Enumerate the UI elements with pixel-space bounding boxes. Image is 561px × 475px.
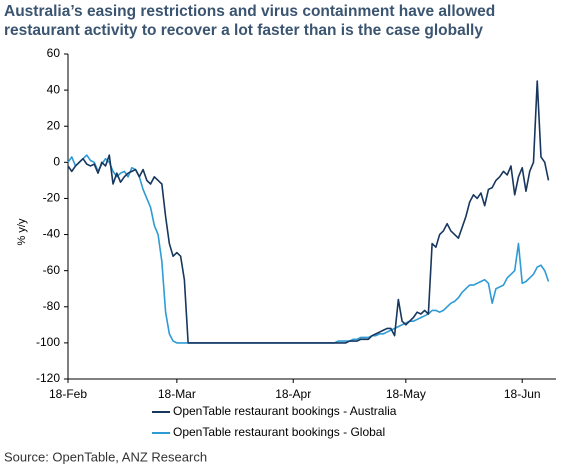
legend-label: OpenTable restaurant bookings - Australi… xyxy=(173,404,397,418)
y-tick-label: 0 xyxy=(53,155,60,169)
series-line xyxy=(67,154,550,344)
y-tick-label: -60 xyxy=(43,263,61,277)
y-tick-label: -120 xyxy=(36,371,60,385)
y-tick-label: -100 xyxy=(36,335,60,349)
source: Source: OpenTable, ANZ Research xyxy=(4,449,207,464)
y-tick-label: 20 xyxy=(47,118,61,132)
y-tick-label: -20 xyxy=(43,191,61,205)
y-tick-label: -40 xyxy=(43,227,61,241)
x-tick-label: 18-Feb xyxy=(49,387,87,401)
y-tick-label: 60 xyxy=(47,46,61,60)
y-axis-label: % y/y xyxy=(16,218,28,245)
x-tick-label: 18-Mar xyxy=(158,387,196,401)
chart-title: restaurant activity to recover a lot fas… xyxy=(4,22,483,39)
x-tick-label: 18-Apr xyxy=(275,387,311,401)
legend-label: OpenTable restaurant bookings - Global xyxy=(173,425,385,439)
y-tick-label: 40 xyxy=(47,82,61,96)
series-line xyxy=(67,80,550,344)
y-tick-label: -80 xyxy=(43,299,61,313)
x-tick-label: 18-Jun xyxy=(504,387,541,401)
x-tick-label: 18-May xyxy=(386,387,426,401)
chart-title: Australia’s easing restrictions and viru… xyxy=(4,3,495,20)
